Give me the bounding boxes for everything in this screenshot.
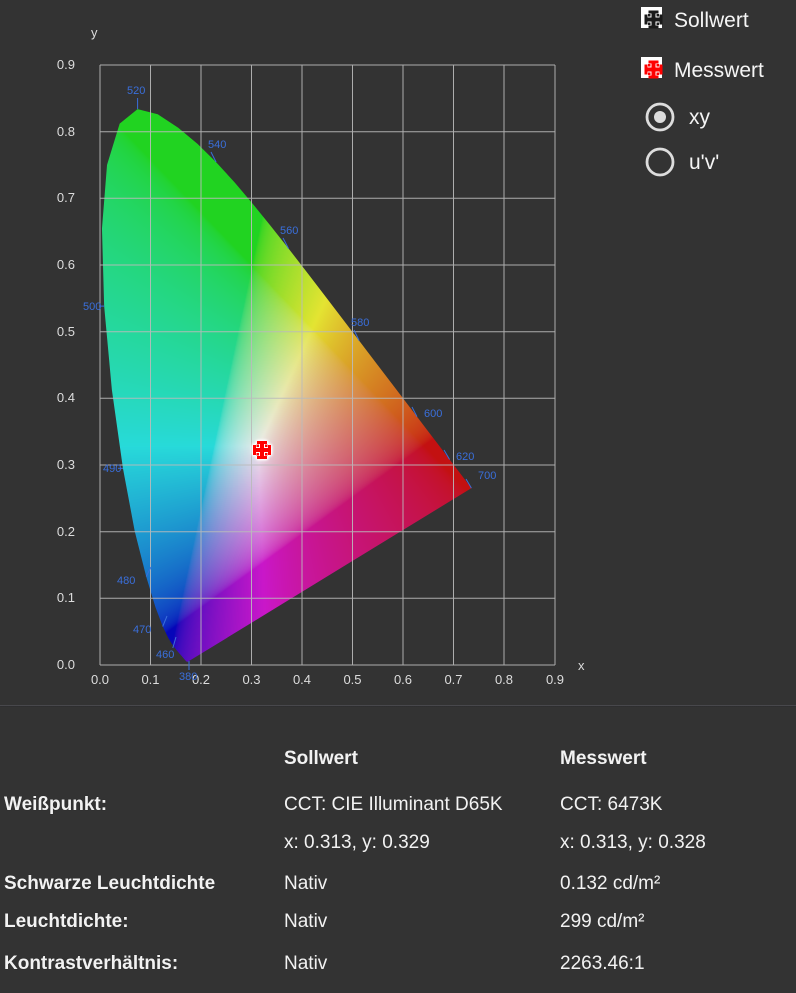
- svg-text:700: 700: [478, 470, 496, 482]
- svg-text:0.1: 0.1: [57, 590, 75, 605]
- svg-text:540: 540: [208, 139, 226, 151]
- svg-text:520: 520: [127, 85, 145, 97]
- svg-text:0.1: 0.1: [141, 672, 159, 687]
- svg-text:Messwert: Messwert: [674, 59, 764, 82]
- svg-text:0.5: 0.5: [343, 672, 361, 687]
- svg-text:490: 490: [103, 463, 121, 475]
- svg-text:0.6: 0.6: [57, 257, 75, 272]
- svg-text:600: 600: [424, 408, 442, 420]
- svg-text:0.5: 0.5: [57, 324, 75, 339]
- svg-text:0.3: 0.3: [57, 457, 75, 472]
- svg-text:0.7: 0.7: [57, 190, 75, 205]
- svg-text:560: 560: [280, 225, 298, 237]
- svg-text:0.2: 0.2: [57, 524, 75, 539]
- svg-text:x: x: [578, 658, 585, 673]
- svg-text:0.6: 0.6: [394, 672, 412, 687]
- svg-text:500: 500: [83, 301, 101, 313]
- svg-text:u'v': u'v': [689, 151, 719, 174]
- svg-text:xy: xy: [689, 106, 711, 129]
- svg-text:0.8: 0.8: [495, 672, 513, 687]
- svg-text:0.7: 0.7: [444, 672, 462, 687]
- svg-text:470: 470: [133, 624, 151, 636]
- svg-text:0.0: 0.0: [57, 657, 75, 672]
- svg-text:0.9: 0.9: [546, 672, 564, 687]
- svg-text:Sollwert: Sollwert: [674, 9, 749, 32]
- svg-text:0.8: 0.8: [57, 124, 75, 139]
- svg-text:0.0: 0.0: [91, 672, 109, 687]
- svg-text:480: 480: [117, 575, 135, 587]
- svg-text:620: 620: [456, 451, 474, 463]
- svg-text:0.3: 0.3: [242, 672, 260, 687]
- svg-text:460: 460: [156, 649, 174, 661]
- svg-text:0.4: 0.4: [293, 672, 311, 687]
- svg-text:0.4: 0.4: [57, 390, 75, 405]
- svg-text:y: y: [91, 25, 98, 40]
- svg-text:0.9: 0.9: [57, 57, 75, 72]
- svg-text:380: 380: [179, 671, 197, 683]
- svg-text:580: 580: [351, 317, 369, 329]
